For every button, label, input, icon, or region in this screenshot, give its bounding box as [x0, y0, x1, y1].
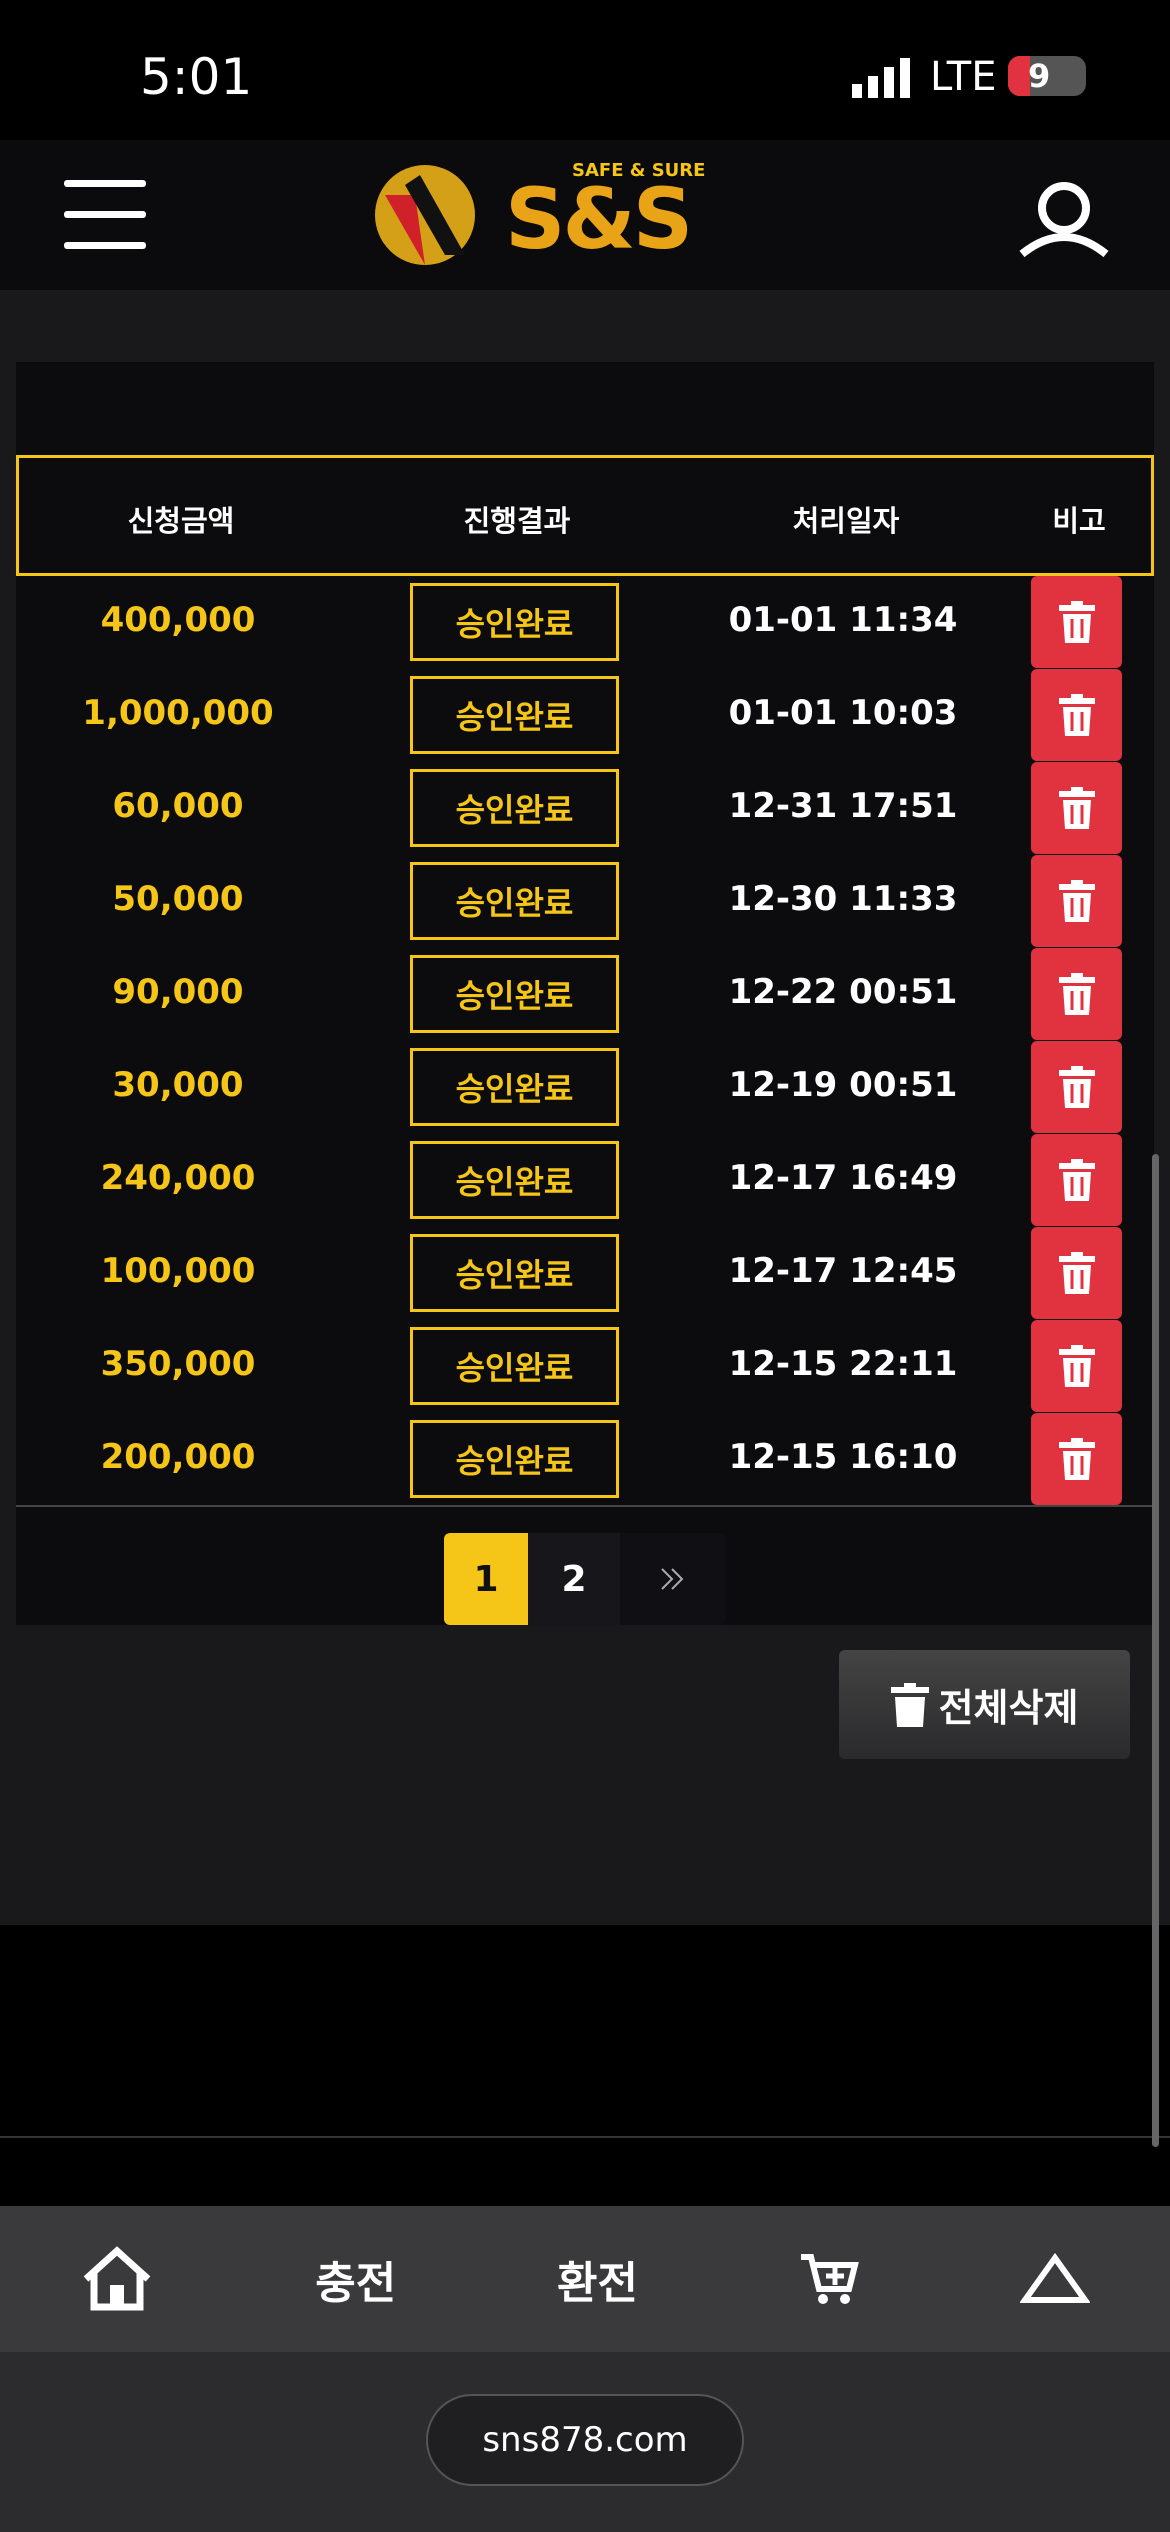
date: 01-01 10:03 — [728, 693, 958, 733]
table-area — [16, 362, 1154, 1625]
status-badge: 승인완료 — [410, 955, 619, 1033]
date: 12-15 16:10 — [728, 1437, 958, 1477]
browser-bar: sns878.com — [0, 2352, 1170, 2532]
amount: 90,000 — [112, 972, 244, 1012]
bottom-nav: 충전 환전 — [0, 2206, 1170, 2352]
delete-button[interactable] — [1031, 576, 1122, 668]
next-page-button[interactable] — [620, 1533, 725, 1625]
date: 12-19 00:51 — [728, 1065, 958, 1105]
url-pill[interactable]: sns878.com — [426, 2394, 744, 2486]
date: 12-17 16:49 — [728, 1158, 958, 1198]
amount: 1,000,000 — [82, 693, 274, 733]
battery-level: 9 — [1028, 57, 1051, 95]
delete-all-button[interactable]: 전체삭제 — [839, 1650, 1130, 1759]
charge-button[interactable]: 충전 — [315, 2258, 397, 2309]
column-header: 처리일자 — [792, 504, 900, 538]
delete-button[interactable] — [1031, 1134, 1122, 1226]
trash-icon — [1058, 787, 1095, 829]
status-badge: 승인완료 — [410, 862, 619, 940]
trash-icon — [1058, 694, 1095, 736]
trash-icon — [1058, 1438, 1095, 1480]
date: 12-17 12:45 — [728, 1251, 958, 1291]
signal-icon — [852, 58, 910, 98]
column-header: 신청금액 — [127, 504, 235, 538]
date: 12-22 00:51 — [728, 972, 958, 1012]
amount: 60,000 — [112, 786, 244, 826]
date: 12-30 11:33 — [728, 879, 958, 919]
status-badge: 승인완료 — [410, 583, 619, 661]
delete-button[interactable] — [1031, 1413, 1122, 1505]
delete-button[interactable] — [1031, 669, 1122, 761]
trash-icon — [1058, 601, 1095, 643]
date: 12-15 22:11 — [728, 1344, 958, 1384]
menu-button[interactable] — [64, 180, 146, 250]
column-header: 비고 — [1052, 504, 1106, 538]
status-badge: 승인완료 — [410, 1141, 619, 1219]
column-header: 진행결과 — [463, 504, 571, 538]
trash-icon — [1058, 1252, 1095, 1294]
user-button[interactable] — [1018, 180, 1110, 260]
trash-icon — [1058, 973, 1095, 1015]
amount: 240,000 — [100, 1158, 256, 1198]
time: 5:01 — [140, 48, 253, 106]
date: 12-31 17:51 — [728, 786, 958, 826]
separator — [0, 2136, 1170, 2138]
logo-mark — [375, 165, 475, 265]
page-button[interactable]: 2 — [561, 1558, 587, 1600]
logo-text: S&S — [505, 170, 693, 268]
trash-icon — [1058, 1159, 1095, 1201]
delete-button[interactable] — [1031, 1320, 1122, 1412]
delete-button[interactable] — [1031, 948, 1122, 1040]
trash-icon — [1058, 880, 1095, 922]
next-icon — [660, 1568, 683, 1590]
amount: 100,000 — [100, 1251, 256, 1291]
page-button[interactable]: 1 — [444, 1533, 528, 1625]
amount: 350,000 — [100, 1344, 256, 1384]
home-button[interactable] — [80, 2245, 154, 2313]
table-header: 신청금액 진행결과 처리일자 비고 — [16, 455, 1154, 576]
status-badge: 승인완료 — [410, 769, 619, 847]
status-badge: 승인완료 — [410, 1234, 619, 1312]
delete-button[interactable] — [1031, 855, 1122, 947]
amount: 200,000 — [100, 1437, 256, 1477]
delete-button[interactable] — [1031, 1041, 1122, 1133]
top-button[interactable] — [1019, 2252, 1090, 2306]
amount: 400,000 — [100, 600, 256, 640]
trash-icon — [1058, 1345, 1095, 1387]
status-badge: 승인완료 — [410, 1048, 619, 1126]
battery: 9 — [1008, 56, 1086, 96]
amount: 30,000 — [112, 1065, 244, 1105]
cart-button[interactable] — [799, 2251, 859, 2307]
trash-icon — [1058, 1066, 1095, 1108]
status-badge: 승인완료 — [410, 1420, 619, 1498]
amount: 50,000 — [112, 879, 244, 919]
status-badge: 승인완료 — [410, 676, 619, 754]
delete-button[interactable] — [1031, 1227, 1122, 1319]
trash-icon — [890, 1682, 929, 1727]
logo-tagline: SAFE & SURE — [572, 160, 706, 181]
scrollbar — [1152, 1154, 1159, 2147]
delete-all-label: 전체삭제 — [938, 1686, 1079, 1730]
header[interactable]: SAFE & SURE S&S — [0, 140, 1170, 290]
date: 01-01 11:34 — [728, 600, 958, 640]
divider — [16, 1505, 1154, 1507]
status-badge: 승인완료 — [410, 1327, 619, 1405]
network: LTE — [930, 54, 997, 100]
exchange-button[interactable]: 환전 — [557, 2258, 638, 2309]
status-bar: 5:01 LTE 9 — [0, 0, 1170, 140]
delete-button[interactable] — [1031, 762, 1122, 854]
